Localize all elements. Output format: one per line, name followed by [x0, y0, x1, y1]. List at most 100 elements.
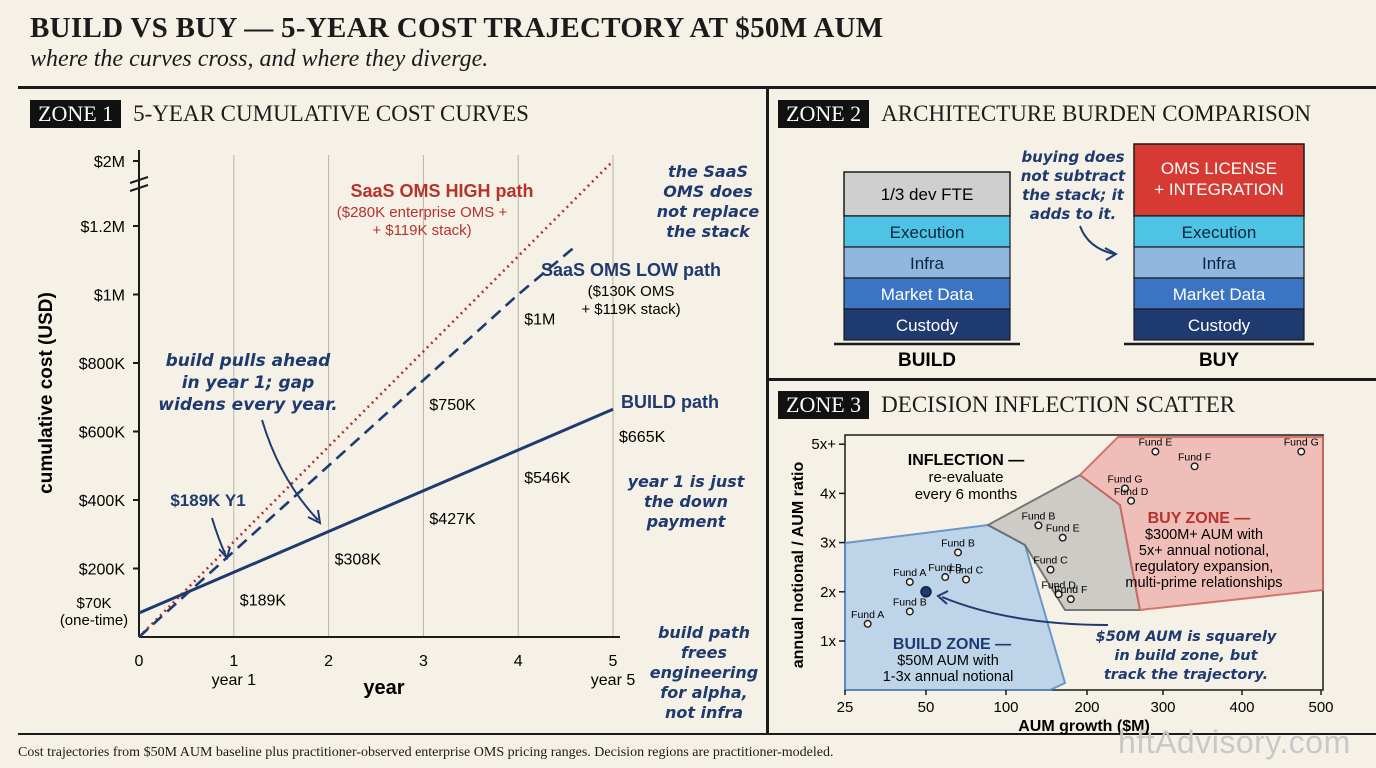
y-axis-label: cumulative cost (USD) — [36, 292, 57, 494]
y-tick-label: $400K — [79, 493, 126, 510]
start-label: (one-time) — [60, 612, 128, 629]
scatter-y-axis-label: annual notional / AUM ratio — [790, 462, 807, 669]
highlight-note: in build zone, but — [1114, 648, 1258, 664]
zone1-title: 5-YEAR CUMULATIVE COST CURVES — [133, 101, 529, 126]
frees-note: not infra — [665, 703, 743, 722]
fund-point-label: Fund B — [1021, 510, 1055, 522]
vertical-divider — [766, 88, 769, 734]
saas-note: not replace — [657, 202, 760, 221]
y-tick-label: $200K — [79, 562, 126, 579]
buy-zone-title: BUY ZONE — — [1148, 510, 1251, 527]
fund-point-label: Fund B — [941, 537, 975, 549]
page-subtitle: where the curves cross, and where they d… — [30, 46, 489, 72]
page-title: BUILD VS BUY — 5-YEAR COST TRAJECTORY AT… — [30, 12, 884, 44]
fund-point-label: Fund G — [1284, 437, 1319, 449]
build-point-label: $189K — [240, 592, 287, 609]
buy-top-layer — [1133, 143, 1305, 217]
buy-top-label: OMS LICENSE — [1161, 159, 1277, 178]
x-tick-sublabel: year 1 — [212, 672, 257, 689]
fund-point-label: Fund F — [1178, 451, 1211, 463]
build-point-label: $308K — [335, 552, 382, 569]
y-tick-label: $600K — [79, 425, 126, 442]
down-payment-note: the down — [644, 492, 728, 511]
zone1-header: ZONE 1 5-YEAR CUMULATIVE COST CURVES — [30, 100, 529, 128]
frees-note: build path — [658, 623, 750, 642]
fund-point — [1058, 533, 1067, 542]
build-zone-text: $50M AUM with — [897, 653, 999, 669]
y-tick-label: $1M — [94, 288, 125, 305]
frees-note: engineering — [650, 663, 759, 682]
build-zone-title: BUILD ZONE — — [893, 636, 1011, 653]
build-layer — [843, 308, 1011, 341]
x-tick-label: 0 — [135, 653, 144, 670]
y-tick-label: $2M — [94, 154, 125, 171]
cost-curves-chart: $200K $400K $600K $800K $1M $1.2M $2M 0 1 year 1 2… — [36, 150, 760, 722]
down-payment-note: year 1 is just — [628, 472, 746, 491]
y1-callout-arrow — [211, 517, 227, 557]
frees-note: frees — [681, 643, 727, 662]
fund-point-label: Fund E — [1138, 437, 1172, 449]
build-point-label: $546K — [524, 470, 571, 487]
pulls-ahead-note: in year 1; gap — [182, 373, 315, 393]
fund-point-label: Fund A — [893, 567, 926, 579]
build-layer-label: Execution — [890, 223, 965, 242]
axis-break-mark — [129, 176, 149, 184]
fund-point — [1046, 565, 1055, 574]
zone3-title: DECISION INFLECTION SCATTER — [881, 392, 1236, 417]
fund-point-label: Fund B — [928, 562, 962, 574]
buy-layer-label: Custody — [1188, 316, 1251, 335]
y-tick-label: $1.2M — [81, 219, 125, 236]
buy-layer — [1133, 246, 1305, 279]
highlight-note: track the trajectory. — [1104, 667, 1268, 683]
saas-note: the stack — [666, 222, 751, 241]
fund-point — [1054, 590, 1063, 599]
zone-divider — [767, 378, 1376, 381]
buy-top-label: + INTEGRATION — [1154, 180, 1284, 199]
saas-note: the SaaS — [668, 162, 748, 181]
buy-layer-label: Market Data — [1173, 285, 1266, 304]
build-point-label: $665K — [619, 429, 666, 446]
scatter-y-tick-label: 1x — [820, 633, 836, 650]
x-tick-label: 1 — [229, 653, 238, 670]
fund-point-label: Fund C — [1033, 555, 1068, 567]
build-series-name: BUILD path — [621, 392, 719, 412]
pulls-ahead-arrow — [261, 419, 319, 521]
zone2-tag: ZONE 2 — [778, 100, 870, 128]
pulls-ahead-note: widens every year. — [158, 395, 337, 415]
decision-scatter-chart: 25 50 100 200 300 400 500 1x 2x 3x 4x 5x+ AUM growth… — [790, 434, 1334, 735]
fund-point — [1066, 595, 1075, 604]
buy-zone-text: regulatory expansion, — [1135, 559, 1274, 575]
fund-point — [863, 619, 872, 628]
buy-zone-text: multi-prime relationships — [1125, 575, 1282, 591]
fund-point-label: Fund B — [893, 596, 927, 608]
frees-note: for alpha, — [660, 683, 747, 702]
x-tick-label: 5 — [609, 653, 618, 670]
saas-note: OMS does — [663, 182, 752, 201]
fund-point-label: Fund G — [1107, 473, 1142, 485]
build-layer-label: Custody — [896, 316, 959, 335]
axis-break-mark — [129, 184, 149, 192]
header-rule — [18, 86, 1376, 89]
low-point-label: $1M — [524, 312, 555, 329]
pulls-ahead-arrowhead — [307, 509, 322, 525]
scatter-y-tick-label: 3x — [820, 535, 836, 552]
build-stack-label: BUILD — [898, 350, 956, 371]
buy-note: not subtract — [1021, 167, 1126, 185]
footnote: Cost trajectories from $50M AUM baseline… — [18, 745, 834, 760]
scatter-x-tick-label: 300 — [1150, 699, 1175, 716]
zone3-tag: ZONE 3 — [778, 391, 870, 419]
scatter-y-tick-label: 4x — [820, 485, 836, 502]
build-point-label: $427K — [429, 511, 476, 528]
fund-point-label: Fund D — [1041, 579, 1076, 591]
inflection-text: re-evaluate — [928, 469, 1003, 486]
scatter-x-axis-label: AUM growth ($M) — [1018, 718, 1150, 735]
fund-point — [941, 573, 950, 582]
start-label: $70K — [76, 595, 111, 612]
build-top-layer — [843, 171, 1011, 217]
scatter-y-tick-label: 2x — [820, 584, 836, 601]
fund-point — [953, 548, 962, 557]
fund-point — [1121, 484, 1130, 493]
fund-point-label: Fund F — [1054, 584, 1087, 596]
series-line-low — [138, 245, 576, 638]
build-layer — [843, 277, 1011, 310]
